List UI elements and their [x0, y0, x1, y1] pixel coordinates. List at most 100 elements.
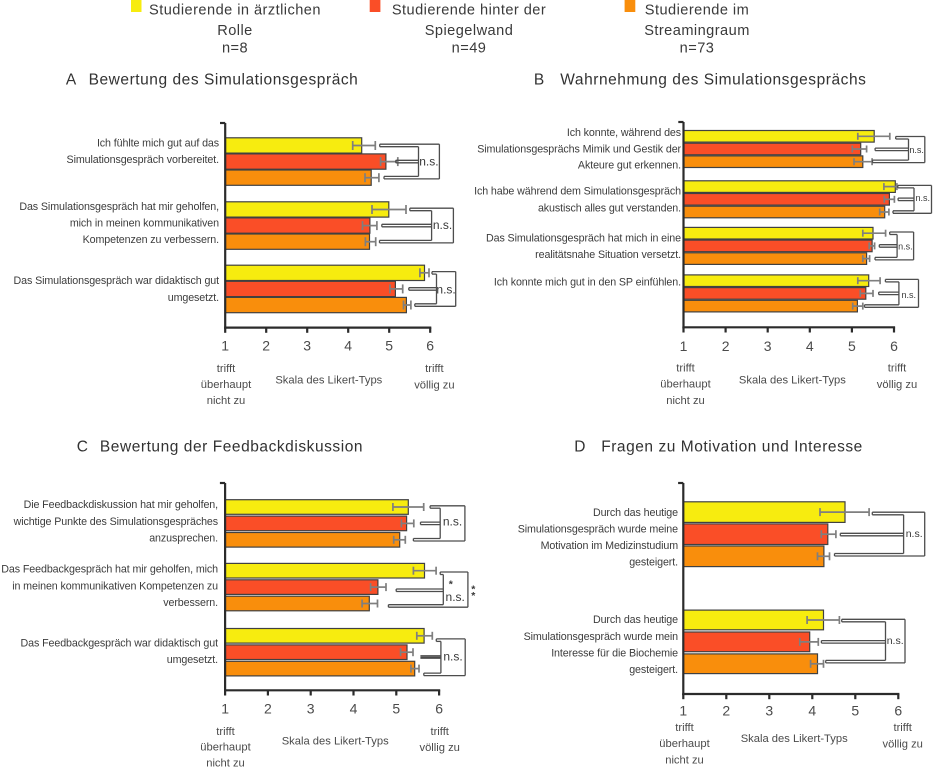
svg-text:2: 2: [722, 338, 730, 354]
svg-text:umgesetzt.: umgesetzt.: [167, 654, 218, 666]
svg-text:Das Simulationsgespräch war di: Das Simulationsgespräch war didaktisch g…: [14, 275, 220, 287]
svg-text:1: 1: [221, 338, 229, 354]
svg-text:nicht zu: nicht zu: [207, 395, 246, 407]
svg-text:nicht zu: nicht zu: [206, 757, 245, 769]
svg-text:völlig zu: völlig zu: [877, 379, 917, 391]
svg-text:trifft: trifft: [425, 363, 444, 375]
svg-text:Simulationsgesprächs Mimik und: Simulationsgesprächs Mimik und Gestik de…: [477, 143, 681, 155]
svg-text:*: *: [471, 590, 476, 602]
svg-text:trifft: trifft: [430, 726, 449, 738]
svg-text:1: 1: [680, 338, 688, 354]
svg-text:Rolle: Rolle: [217, 23, 253, 39]
svg-text:Skala des Likert-Typs: Skala des Likert-Typs: [739, 375, 846, 387]
svg-text:nicht zu: nicht zu: [665, 754, 704, 766]
svg-text:Skala des Likert-Typs: Skala des Likert-Typs: [282, 736, 389, 748]
svg-text:trifft: trifft: [217, 363, 236, 375]
svg-text:verbessern.: verbessern.: [163, 597, 218, 609]
svg-text:in meinen kommunikativen Kompe: in meinen kommunikativen Kompetenzen zu: [12, 580, 218, 592]
svg-text:Das Feedbackgespräch war didak: Das Feedbackgespräch war didaktisch gut: [21, 637, 219, 649]
svg-text:Durch das heutige: Durch das heutige: [593, 614, 678, 626]
svg-text:5: 5: [848, 338, 856, 354]
svg-text:überhaupt: überhaupt: [659, 738, 710, 750]
svg-text:Durch das heutige: Durch das heutige: [593, 507, 678, 519]
svg-text:n.s.: n.s.: [898, 242, 913, 252]
svg-text:Das Simulationsgespräch hat mi: Das Simulationsgespräch hat mich in eine: [486, 233, 681, 245]
svg-text:gesteigert.: gesteigert.: [629, 557, 678, 569]
svg-text:n.s.: n.s.: [909, 145, 924, 155]
svg-text:völlig zu: völlig zu: [419, 742, 459, 754]
svg-text:6: 6: [894, 703, 902, 719]
svg-text:3: 3: [307, 700, 315, 716]
svg-text:Ich habe während dem Simulatio: Ich habe während dem Simulationsgespräch: [474, 186, 681, 198]
svg-text:völlig zu: völlig zu: [882, 739, 922, 751]
svg-text:n.s.: n.s.: [887, 635, 904, 647]
svg-text:Skala des Likert-Typs: Skala des Likert-Typs: [275, 375, 382, 387]
svg-text:Fragen zu Motivation und Inter: Fragen zu Motivation und Interesse: [601, 438, 863, 455]
svg-text:Das Feedbackgespräch hat mir g: Das Feedbackgespräch hat mir geholfen, m…: [1, 564, 218, 576]
svg-text:6: 6: [426, 338, 434, 354]
svg-text:nicht zu: nicht zu: [666, 395, 705, 407]
svg-text:trifft: trifft: [676, 363, 695, 375]
svg-text:trifft: trifft: [675, 722, 694, 734]
svg-text:n=8: n=8: [222, 40, 248, 56]
svg-text:5: 5: [851, 703, 859, 719]
svg-text:1: 1: [679, 703, 687, 719]
svg-text:C: C: [77, 438, 88, 455]
svg-text:5: 5: [392, 700, 400, 716]
svg-text:Kompetenzen zu verbessern.: Kompetenzen zu verbessern.: [83, 234, 219, 246]
svg-text:Ich fühlte mich gut auf das: Ich fühlte mich gut auf das: [97, 137, 219, 149]
svg-text:4: 4: [344, 338, 352, 354]
svg-text:Studierende im: Studierende im: [645, 2, 749, 18]
svg-text:4: 4: [808, 703, 816, 719]
svg-text:n.s.: n.s.: [419, 155, 438, 169]
svg-text:gesteigert.: gesteigert.: [629, 664, 678, 676]
svg-text:3: 3: [303, 338, 311, 354]
svg-text:umgesetzt.: umgesetzt.: [168, 292, 219, 304]
svg-text:Ich konnte, während des: Ich konnte, während des: [567, 127, 681, 139]
svg-text:trifft: trifft: [888, 363, 907, 375]
svg-text:6: 6: [890, 338, 898, 354]
svg-text:Bewertung der Feedbackdiskussi: Bewertung der Feedbackdiskussion: [100, 438, 363, 455]
svg-text:2: 2: [262, 338, 270, 354]
svg-text:Spiegelwand: Spiegelwand: [425, 23, 514, 39]
svg-text:4: 4: [350, 700, 358, 716]
svg-text:Bewertung des Simulationsgespr: Bewertung des Simulationsgespräch: [89, 72, 359, 89]
svg-text:n.s.: n.s.: [443, 650, 462, 664]
svg-text:mich in meinen kommunikativen: mich in meinen kommunikativen: [70, 218, 219, 230]
svg-text:n.s.: n.s.: [906, 528, 923, 540]
svg-text:2: 2: [264, 700, 272, 716]
svg-text:n.s.: n.s.: [446, 590, 465, 604]
svg-text:Ich konnte mich gut in den SP: Ich konnte mich gut in den SP einfühlen.: [494, 276, 681, 288]
svg-text:überhaupt: überhaupt: [201, 379, 252, 391]
svg-text:4: 4: [806, 338, 814, 354]
svg-text:realitätsnahe Situation verset: realitätsnahe Situation versetzt.: [535, 249, 681, 261]
svg-text:5: 5: [385, 338, 393, 354]
svg-text:Studierende in ärztlichen: Studierende in ärztlichen: [149, 2, 321, 18]
svg-text:Interesse für die Biochemie: Interesse für die Biochemie: [551, 647, 678, 659]
svg-text:akustisch alles gut verstanden: akustisch alles gut verstanden.: [538, 202, 681, 214]
svg-text:Wahrnehmung des Simulationsges: Wahrnehmung des Simulationsgesprächs: [560, 72, 866, 89]
svg-text:n.s.: n.s.: [901, 290, 916, 300]
svg-text:anzusprechen.: anzusprechen.: [149, 533, 218, 545]
svg-text:Skala des Likert-Typs: Skala des Likert-Typs: [741, 733, 848, 745]
svg-text:Akteure gut erkennen.: Akteure gut erkennen.: [578, 160, 681, 172]
svg-text:n.s.: n.s.: [433, 218, 452, 232]
svg-text:Simulationsgespräch wurde mein: Simulationsgespräch wurde meine: [518, 524, 678, 536]
svg-text:Motivation im Medizinstudium: Motivation im Medizinstudium: [541, 540, 679, 552]
svg-text:Das Simulationsgespräch hat mi: Das Simulationsgespräch hat mir geholfen…: [19, 201, 219, 213]
svg-text:trifft: trifft: [893, 722, 912, 734]
svg-text:Die Feedbackdiskussion hat mir: Die Feedbackdiskussion hat mir geholfen,: [24, 499, 219, 511]
svg-text:überhaupt: überhaupt: [200, 742, 251, 754]
svg-text:n=49: n=49: [452, 40, 487, 56]
svg-text:n.s.: n.s.: [443, 514, 462, 528]
svg-text:Studierende hinter der: Studierende hinter der: [392, 2, 546, 18]
svg-text:überhaupt: überhaupt: [660, 379, 711, 391]
svg-text:*: *: [471, 584, 476, 596]
svg-text:B: B: [534, 72, 544, 89]
svg-text:wichtige Punkte des Simulation: wichtige Punkte des Simulationsgespräche…: [13, 516, 218, 528]
svg-text:n.s.: n.s.: [436, 283, 455, 297]
svg-text:n=73: n=73: [680, 40, 715, 56]
svg-text:trifft: trifft: [216, 726, 235, 738]
svg-text:n.s.: n.s.: [916, 193, 931, 203]
svg-text:D: D: [574, 438, 585, 455]
